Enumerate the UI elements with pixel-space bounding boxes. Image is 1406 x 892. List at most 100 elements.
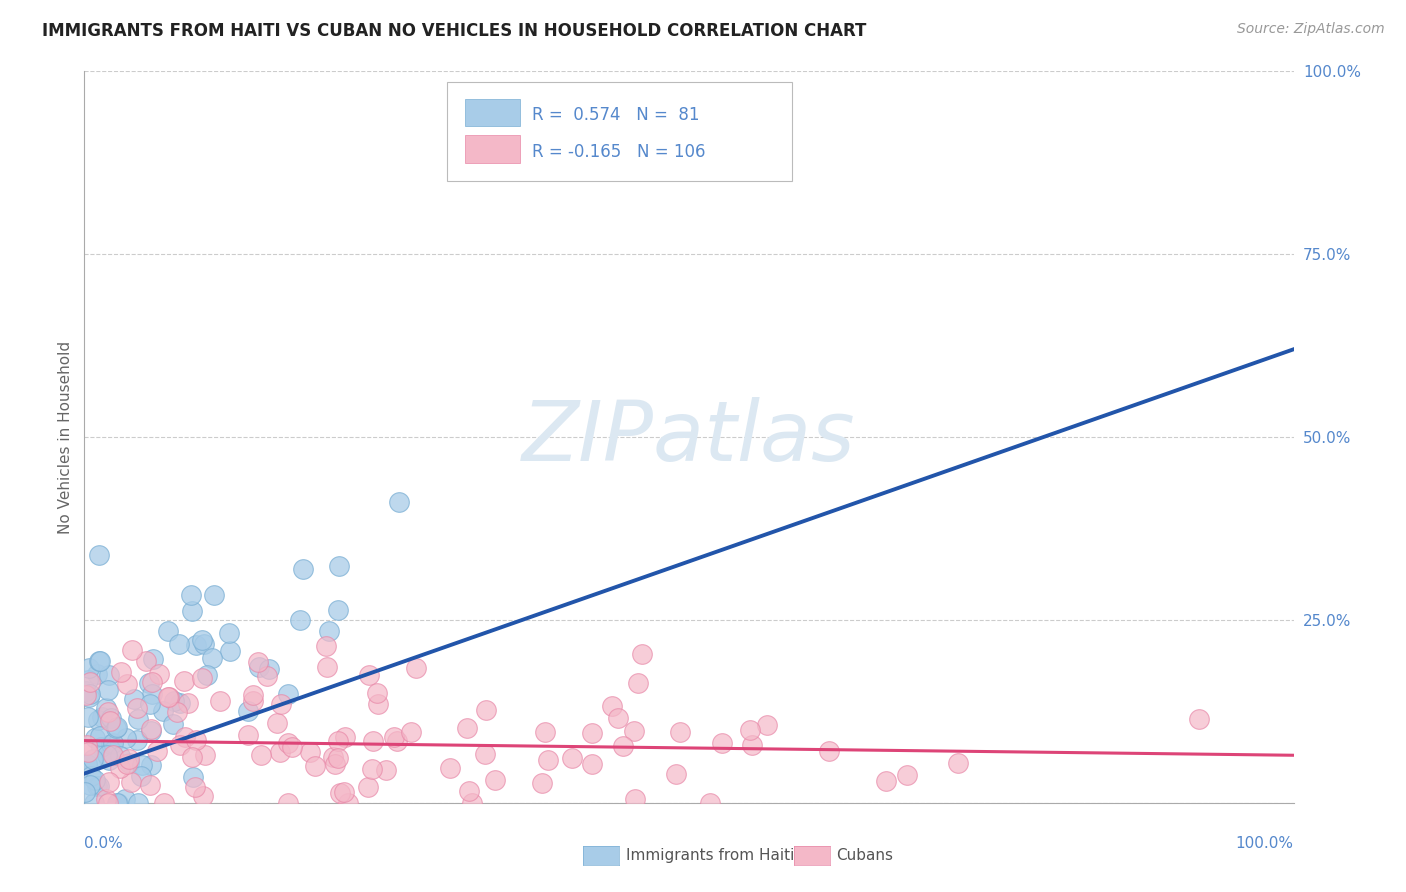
Point (114, 792, 136, 806)
Point (76, 673, 98, 688)
Point (250, 748, 273, 763)
Point (246, 655, 269, 669)
Point (152, 704, 174, 718)
Point (98, 753, 121, 767)
Point (135, 654, 157, 668)
Point (157, 690, 180, 705)
Point (474, 747, 496, 761)
Text: ZIPatlas: ZIPatlas (522, 397, 856, 477)
Point (167, 637, 190, 651)
Point (298, 746, 321, 760)
Point (276, 736, 298, 750)
Text: Source: ZipAtlas.com: Source: ZipAtlas.com (1237, 22, 1385, 37)
Point (242, 694, 264, 708)
Point (169, 696, 191, 710)
Point (83, 796, 105, 810)
Point (129, 769, 152, 783)
Point (139, 757, 162, 772)
Text: R =  0.574   N =  81: R = 0.574 N = 81 (531, 106, 699, 124)
Point (581, 726, 603, 740)
Point (87, 713, 110, 727)
Point (399, 724, 422, 739)
Point (84, 731, 107, 745)
Point (142, 652, 165, 666)
Point (242, 688, 264, 702)
Point (107, 796, 129, 810)
Point (131, 757, 153, 772)
Point (193, 637, 215, 651)
Point (457, 784, 479, 798)
Point (291, 562, 314, 576)
Point (139, 697, 162, 711)
Point (322, 750, 344, 764)
Point (97, 683, 120, 698)
Text: R = -0.165   N = 106: R = -0.165 N = 106 (531, 143, 706, 161)
Point (288, 613, 311, 627)
Point (326, 603, 349, 617)
Point (94, 701, 117, 715)
Point (105, 721, 128, 735)
Point (484, 772, 506, 787)
Point (90, 710, 112, 724)
Point (269, 745, 291, 759)
Point (173, 674, 195, 689)
Point (277, 687, 299, 701)
Point (367, 697, 389, 711)
Point (755, 718, 778, 732)
Point (117, 756, 139, 771)
Point (181, 749, 204, 764)
Point (75, 684, 97, 698)
Point (328, 559, 350, 574)
Point (181, 770, 204, 784)
Point (374, 764, 396, 778)
Point (710, 736, 733, 750)
Point (87, 548, 110, 562)
Point (141, 723, 163, 737)
Point (561, 750, 583, 764)
Point (80, 769, 103, 783)
Point (163, 694, 186, 708)
Point (191, 633, 214, 648)
Point (166, 705, 188, 719)
Point (98, 774, 121, 789)
Point (110, 665, 132, 679)
Point (195, 668, 218, 682)
Point (326, 733, 349, 747)
Point (89, 654, 111, 668)
Point (125, 701, 148, 715)
Point (361, 762, 384, 776)
Y-axis label: No Vehicles in Household: No Vehicles in Household (58, 341, 73, 533)
Point (80, 753, 103, 767)
Point (699, 796, 721, 810)
Point (77, 690, 100, 705)
Point (153, 796, 176, 810)
Point (946, 756, 969, 770)
Point (138, 675, 160, 690)
Point (127, 796, 149, 810)
Point (94, 792, 117, 806)
Point (100, 745, 122, 759)
Point (145, 744, 167, 758)
Point (318, 624, 340, 638)
Point (184, 780, 207, 795)
Point (315, 640, 337, 654)
Point (456, 721, 478, 735)
Point (86, 667, 108, 681)
Point (361, 733, 384, 747)
Point (86, 779, 108, 793)
Point (238, 728, 260, 742)
Point (315, 659, 337, 673)
Point (405, 661, 427, 675)
Point (741, 739, 763, 753)
Point (475, 703, 498, 717)
FancyBboxPatch shape (465, 99, 520, 127)
Text: Immigrants from Haiti: Immigrants from Haiti (626, 848, 794, 863)
Text: 100.0%: 100.0% (1236, 836, 1294, 851)
Point (100, 737, 122, 751)
Point (76, 757, 98, 772)
Text: 0.0%: 0.0% (84, 836, 124, 851)
Point (107, 796, 129, 810)
Point (118, 752, 141, 766)
Point (1188, 712, 1211, 726)
Point (120, 775, 142, 789)
